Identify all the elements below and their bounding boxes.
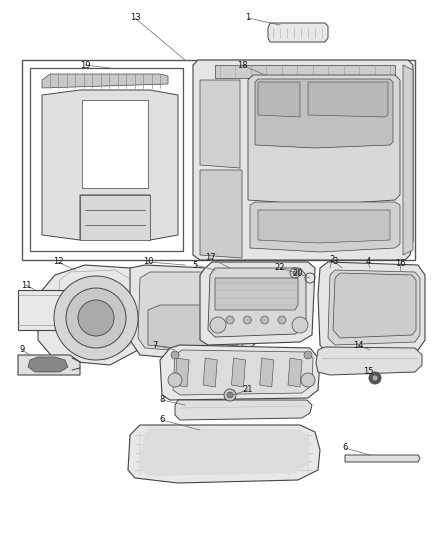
Polygon shape — [258, 82, 300, 117]
Text: 6: 6 — [343, 443, 348, 453]
Text: 9: 9 — [19, 345, 25, 354]
Polygon shape — [393, 266, 413, 292]
Polygon shape — [82, 100, 148, 188]
Polygon shape — [38, 265, 150, 365]
Polygon shape — [160, 345, 320, 400]
Text: 4: 4 — [365, 257, 371, 266]
Bar — [22, 60, 415, 260]
Circle shape — [372, 375, 378, 381]
Polygon shape — [358, 265, 383, 287]
Polygon shape — [200, 80, 240, 168]
Circle shape — [227, 392, 233, 398]
Text: 17: 17 — [205, 254, 215, 262]
Polygon shape — [80, 195, 150, 240]
Circle shape — [168, 373, 182, 387]
Text: 2: 2 — [329, 255, 335, 264]
Polygon shape — [128, 425, 320, 483]
Polygon shape — [255, 79, 393, 148]
Polygon shape — [345, 455, 420, 462]
Polygon shape — [18, 355, 80, 375]
Polygon shape — [260, 358, 274, 387]
Polygon shape — [28, 357, 68, 372]
Bar — [30, 68, 183, 251]
Polygon shape — [173, 350, 313, 395]
Polygon shape — [268, 23, 328, 42]
Polygon shape — [328, 270, 420, 345]
Text: 7: 7 — [152, 341, 158, 350]
Text: 13: 13 — [130, 13, 140, 22]
Text: 20: 20 — [293, 269, 303, 278]
Polygon shape — [212, 295, 225, 310]
Text: 19: 19 — [80, 61, 90, 69]
Polygon shape — [334, 265, 355, 284]
Circle shape — [292, 317, 308, 333]
Text: 3: 3 — [332, 257, 338, 266]
Circle shape — [171, 351, 179, 359]
Circle shape — [78, 300, 114, 336]
Polygon shape — [148, 305, 240, 350]
Polygon shape — [42, 74, 168, 88]
Circle shape — [54, 276, 138, 360]
Circle shape — [261, 316, 268, 324]
Polygon shape — [288, 358, 302, 387]
Text: 5: 5 — [192, 261, 198, 270]
Polygon shape — [215, 65, 395, 78]
Circle shape — [304, 351, 312, 359]
Text: 8: 8 — [159, 395, 165, 405]
Polygon shape — [333, 273, 416, 338]
Text: 12: 12 — [53, 257, 63, 266]
Text: 15: 15 — [363, 367, 373, 376]
Polygon shape — [138, 428, 310, 476]
Circle shape — [66, 288, 126, 348]
Text: 10: 10 — [143, 257, 153, 266]
Polygon shape — [248, 75, 400, 205]
Polygon shape — [193, 60, 413, 260]
Polygon shape — [200, 262, 315, 345]
Text: 14: 14 — [353, 341, 363, 350]
Circle shape — [301, 373, 315, 387]
Text: 6: 6 — [159, 416, 165, 424]
Circle shape — [369, 372, 381, 384]
Polygon shape — [203, 358, 217, 387]
Text: 16: 16 — [395, 259, 405, 268]
Circle shape — [293, 271, 297, 275]
Circle shape — [244, 316, 251, 324]
Polygon shape — [318, 262, 425, 355]
Polygon shape — [175, 358, 189, 387]
Polygon shape — [232, 358, 246, 387]
Text: 22: 22 — [275, 263, 285, 272]
Polygon shape — [138, 272, 248, 352]
Polygon shape — [403, 65, 413, 255]
Polygon shape — [175, 400, 312, 420]
Circle shape — [278, 316, 286, 324]
Polygon shape — [130, 265, 260, 360]
Polygon shape — [42, 90, 178, 240]
Polygon shape — [316, 347, 422, 375]
Text: 1: 1 — [245, 13, 251, 22]
Polygon shape — [200, 170, 242, 258]
Circle shape — [210, 317, 226, 333]
Text: 11: 11 — [21, 280, 31, 289]
Polygon shape — [308, 82, 388, 117]
Text: 18: 18 — [237, 61, 247, 69]
Polygon shape — [18, 290, 72, 330]
Polygon shape — [258, 210, 390, 243]
Polygon shape — [208, 268, 306, 337]
Circle shape — [226, 316, 234, 324]
Circle shape — [224, 389, 236, 401]
Polygon shape — [215, 278, 298, 310]
Polygon shape — [250, 202, 400, 252]
Text: 21: 21 — [243, 385, 253, 394]
